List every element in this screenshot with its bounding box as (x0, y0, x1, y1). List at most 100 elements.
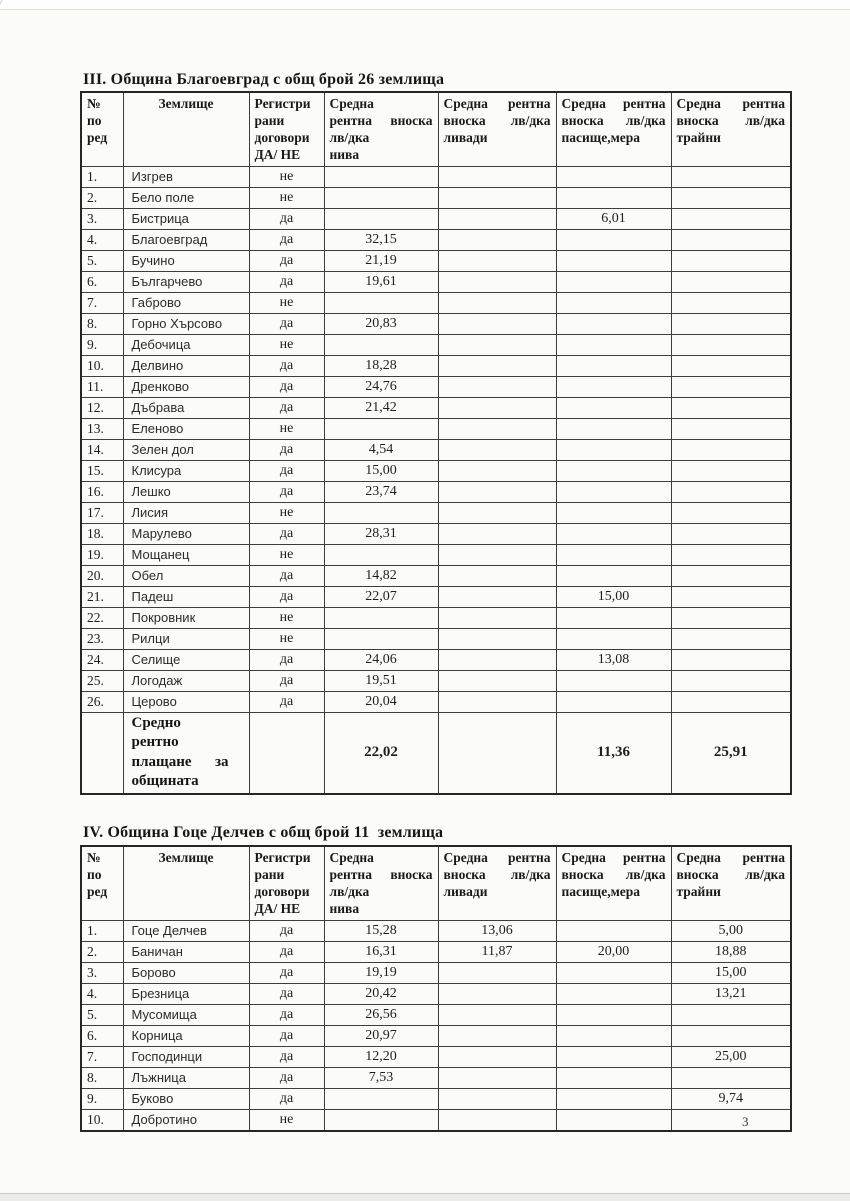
cell-row-number: 9. (80, 1087, 124, 1110)
cell-rent-trayni: 9,74 (670, 1087, 792, 1110)
cell-row-number: 2. (80, 186, 124, 209)
cell-row-number: 5. (80, 249, 124, 272)
cell-rent-trayni (670, 312, 792, 335)
cell-contracts-flag: да (248, 1066, 325, 1089)
table-row: 16. Лешко да 23,74 (80, 480, 792, 503)
cell-rent-trayni (670, 228, 792, 251)
cell-row-number: 12. (80, 396, 124, 419)
col-header-land: Землище (122, 91, 250, 167)
table-row: 6. Корница да 20,97 (80, 1024, 792, 1047)
cell-rent-niva: 24,06 (323, 648, 439, 671)
cell-rent-livadi (437, 480, 557, 503)
cell-rent-livadi (437, 249, 557, 272)
cell-rent-niva (323, 543, 439, 566)
cell-rent-pasishte (555, 543, 672, 566)
cell-row-number: 1. (80, 919, 124, 942)
cell-rent-pasishte (555, 270, 672, 293)
cell-row-number: 7. (80, 291, 124, 314)
cell-land-name: Дъбрава (122, 396, 250, 419)
cell-rent-pasishte: 20,00 (555, 940, 672, 963)
cell-land-name: Бучино (122, 249, 250, 272)
cell-rent-pasishte (555, 606, 672, 629)
cell-rent-niva: 24,76 (323, 375, 439, 398)
cell-rent-trayni: 5,00 (670, 919, 792, 942)
cell-contracts-flag: да (248, 312, 325, 335)
table-row: 9. Буково да 9,74 (80, 1087, 792, 1110)
col-header-land: Землище (122, 845, 250, 921)
cell-row-number: 6. (80, 1024, 124, 1047)
cell-contracts-flag: не (248, 627, 325, 650)
cell-land-name: Зелен дол (122, 438, 250, 461)
cell-rent-niva: 20,97 (323, 1024, 439, 1047)
cell-rent-livadi (437, 186, 557, 209)
cell-row-number: 11. (80, 375, 124, 398)
col-header-row-number: № по ред (80, 845, 124, 921)
table-row: 19. Мощанец не (80, 543, 792, 566)
cell-rent-pasishte (555, 396, 672, 419)
cell-land-name: Клисура (122, 459, 250, 482)
cell-rent-livadi (437, 522, 557, 545)
table-row: 5. Бучино да 21,19 (80, 249, 792, 272)
cell-row-number: 8. (80, 312, 124, 335)
cell-rent-livadi (437, 585, 557, 608)
cell-row-number: 9. (80, 333, 124, 356)
cell-rent-trayni (670, 627, 792, 650)
table-row: 4. Брезница да 20,42 13,21 (80, 982, 792, 1005)
cell-rent-pasishte (555, 354, 672, 377)
cell-land-name: Лисия (122, 501, 250, 524)
section-title-blagoevgrad: III. Община Благоевград с общ брой 26 зе… (83, 71, 445, 88)
rent-table-blagoevgrad: № по ред Землище Регистри рани договори ДА/ НЕ С… (80, 91, 792, 795)
col-header-rent-trayni: Средна рентна вноска лв/дка трайни (670, 91, 792, 167)
cell-rent-niva: 22,07 (323, 585, 439, 608)
cell-land-name: Господинци (122, 1045, 250, 1068)
table-row: 6. Българчево да 19,61 (80, 270, 792, 293)
col-header-row-number: № по ред (80, 91, 124, 167)
cell-rent-niva: 14,82 (323, 564, 439, 587)
cell-row-number: 14. (80, 438, 124, 461)
cell-contracts-flag: не (248, 501, 325, 524)
cell-rent-pasishte (555, 961, 672, 984)
cell-row-number: 19. (80, 543, 124, 566)
cell-rent-pasishte (555, 333, 672, 356)
cell-row-number: 25. (80, 669, 124, 692)
cell-rent-pasishte: 11,36 (555, 711, 672, 794)
cell-land-name: Горно Хърсово (122, 312, 250, 335)
table-row: 2. Бело поле не (80, 186, 792, 209)
cell-rent-pasishte (555, 417, 672, 440)
cell-rent-livadi: 13,06 (437, 919, 557, 942)
cell-rent-livadi (437, 564, 557, 587)
cell-rent-pasishte (555, 480, 672, 503)
cell-contracts-flag: да (248, 354, 325, 377)
cell-row-number: 2. (80, 940, 124, 963)
cell-rent-trayni (670, 249, 792, 272)
cell-land-name: Габрово (122, 291, 250, 314)
cell-row-number: 6. (80, 270, 124, 293)
cell-rent-pasishte (555, 459, 672, 482)
cell-rent-pasishte (555, 165, 672, 188)
cell-contracts-flag: не (248, 333, 325, 356)
cell-contracts-flag: да (248, 940, 325, 963)
cell-rent-pasishte (555, 522, 672, 545)
cell-rent-livadi (437, 982, 557, 1005)
cell-contracts-flag: да (248, 648, 325, 671)
cell-contracts-flag: да (248, 480, 325, 503)
cell-rent-livadi (437, 1108, 557, 1131)
cell-row-number: 5. (80, 1003, 124, 1026)
table-row: 15. Клисура да 15,00 (80, 459, 792, 482)
cell-row-number: 21. (80, 585, 124, 608)
cell-land-name: Българчево (122, 270, 250, 293)
cell-rent-niva (323, 1108, 439, 1131)
cell-rent-livadi (437, 207, 557, 230)
cell-rent-pasishte (555, 982, 672, 1005)
cell-rent-livadi (437, 501, 557, 524)
table-row: 21. Падеш да 22,07 15,00 (80, 585, 792, 608)
cell-row-number: 15. (80, 459, 124, 482)
cell-land-name: Мусомища (122, 1003, 250, 1026)
cell-rent-trayni (670, 585, 792, 608)
cell-row-number: 7. (80, 1045, 124, 1068)
col-header-rent-niva: Средна рентна вноска лв/дка нива (323, 91, 439, 167)
cell-rent-pasishte (555, 919, 672, 942)
cell-rent-trayni (670, 480, 792, 503)
cell-rent-niva (323, 207, 439, 230)
cell-land-name: Брезница (122, 982, 250, 1005)
